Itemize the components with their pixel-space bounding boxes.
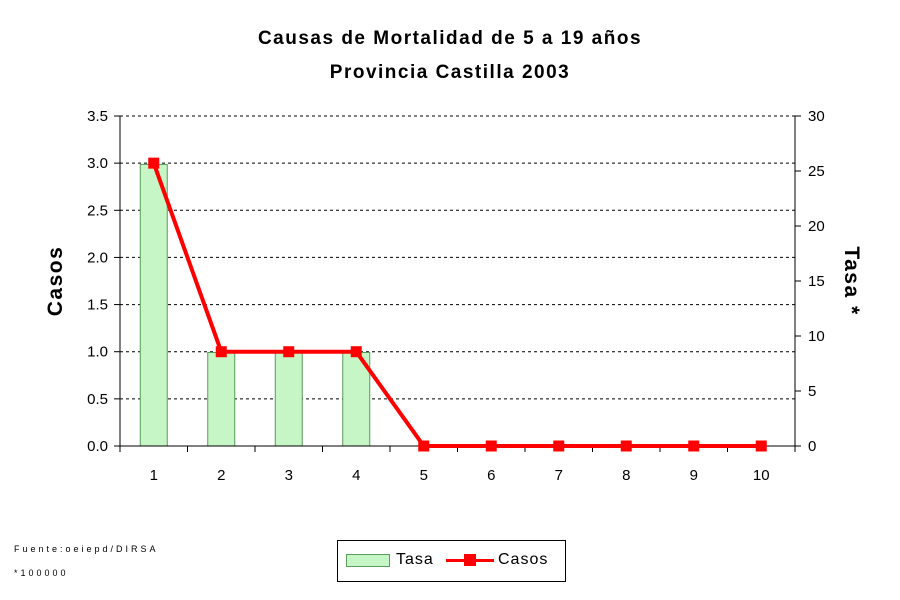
y-tick-label: 1.0 [87, 344, 108, 361]
y2-tick-label: 25 [808, 163, 825, 180]
bar-tasa [139, 163, 168, 447]
x-tick-label: 1 [150, 467, 158, 484]
y-tick-label: 3.5 [87, 108, 108, 125]
legend-label-tasa: Tasa [396, 551, 434, 568]
point-casos [148, 157, 160, 169]
y-tick-label: 2.0 [87, 249, 108, 266]
chart-subtitle: Provincia Castilla 2003 [329, 62, 571, 83]
y-tick-label: 0.0 [87, 438, 108, 455]
bar-tasa [274, 352, 303, 447]
y2-tick-label: 0 [808, 438, 816, 455]
y-tick-label: 0.5 [87, 391, 108, 408]
y2-tick-label: 20 [808, 218, 825, 235]
x-tick-label: 9 [690, 467, 698, 484]
y2-tick-label: 15 [808, 273, 825, 290]
y-tick-label: 2.5 [87, 202, 108, 219]
point-casos [485, 440, 497, 452]
x-tick-label: 6 [487, 467, 495, 484]
x-tick-label: 2 [217, 467, 225, 484]
x-tick-label: 7 [555, 467, 563, 484]
source-note: Fuente:oeiepd/DIRSA [14, 544, 159, 554]
y2-axis-label: Tasa * [840, 246, 863, 315]
point-casos [620, 440, 632, 452]
x-tick-label: 5 [420, 467, 428, 484]
bar-series-tasa [139, 163, 371, 447]
legend-label-casos: Casos [498, 551, 549, 568]
y-tick-label: 3.0 [87, 155, 108, 172]
y2-tick-label: 30 [808, 108, 825, 125]
point-casos [215, 346, 227, 358]
y-tick-label: 1.5 [87, 297, 108, 314]
x-tick-label: 4 [352, 467, 360, 484]
rate-note: *100000 [14, 568, 69, 578]
line-casos [151, 162, 762, 448]
legend: Tasa Casos [337, 540, 566, 582]
point-casos [350, 346, 362, 358]
y2-tick-label: 10 [808, 328, 825, 345]
y-axis-label: Casos [44, 246, 67, 317]
chart-title: Causas de Mortalidad de 5 a 19 años [257, 28, 643, 49]
chart: 0.0 0.5 1.0 1.5 2.0 2.5 3.0 3.5 0 5 10 15 20 25 30 1 2 3 4… [44, 108, 863, 484]
x-tick-label: 8 [622, 467, 630, 484]
y2-tick-label: 5 [808, 383, 816, 400]
point-casos [755, 440, 767, 452]
legend-swatch-tasa [346, 553, 390, 567]
legend-swatch-casos [446, 553, 494, 567]
line-series-casos [148, 157, 767, 452]
gridlines [120, 115, 795, 400]
x-tick-label: 3 [285, 467, 293, 484]
legend-item-casos: Casos [446, 551, 548, 569]
x-tick-label: 10 [753, 467, 770, 484]
point-casos [688, 440, 700, 452]
legend-item-tasa: Tasa [346, 551, 434, 569]
bar-tasa [207, 352, 236, 447]
point-casos [418, 440, 430, 452]
point-casos [283, 346, 295, 358]
point-casos [553, 440, 565, 452]
tick-labels: 0.0 0.5 1.0 1.5 2.0 2.5 3.0 3.5 0 5 10 15 20 25 30 1 2 3 4… [87, 108, 825, 484]
